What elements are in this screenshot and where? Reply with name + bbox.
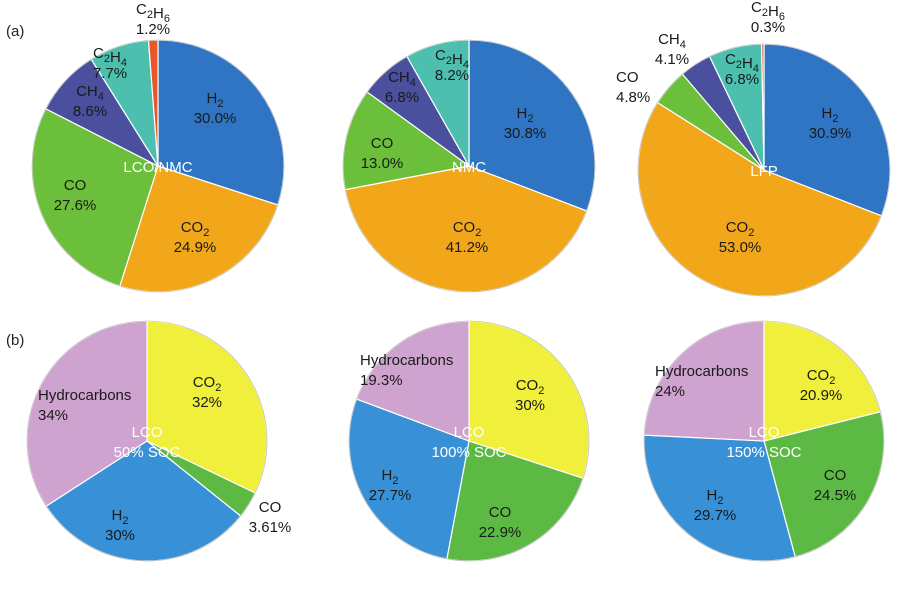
slice-value-label: 30.0% [194, 110, 237, 127]
slice-value-label: 6.8% [385, 89, 419, 106]
slice-value-label: 24.5% [814, 487, 857, 504]
slice-value-label: 53.0% [719, 239, 762, 256]
slice-value-label: 4.8% [616, 89, 650, 106]
slice-value-label: 20.9% [800, 387, 843, 404]
slice-name-label: C2H4 [725, 51, 759, 75]
slice-name-label: H2 [382, 467, 399, 487]
slice-name-label: CH4 [76, 83, 104, 103]
slice-value-label: 7.7% [93, 65, 127, 82]
slice-name-label: C2H6 [136, 1, 170, 25]
slice-name-label: Hydrocarbons [360, 352, 453, 369]
pie-center-label: 100% SOC [431, 444, 506, 461]
pie-center-label: LCO [454, 424, 485, 441]
slice-value-label: 30.8% [504, 125, 547, 142]
slice-value-label: 24% [655, 383, 685, 400]
slice-value-label: 0.3% [751, 19, 785, 36]
slice-name-label: H2 [112, 507, 129, 527]
pie-center-label: 50% SOC [114, 444, 181, 461]
slice-name-label: CO [616, 69, 639, 86]
pie-center-label: LCO [749, 424, 780, 441]
slice-name-label: H2 [822, 105, 839, 125]
pie-center-label: LCO/NMC [123, 159, 192, 176]
pie-slice-hydrocarbons [643, 320, 765, 442]
slice-name-label: CO [259, 499, 282, 516]
slice-name-label: CO [371, 135, 394, 152]
slice-name-label: CH4 [658, 31, 686, 51]
slice-value-label: 19.3% [360, 372, 403, 389]
pie-outline [643, 320, 885, 562]
slice-value-label: 32% [192, 394, 222, 411]
slice-value-label: 3.61% [249, 519, 292, 536]
slice-name-label: CO2 [181, 219, 210, 239]
slice-value-label: 27.7% [369, 487, 412, 504]
slice-value-label: 1.2% [136, 21, 170, 38]
panel-label-b: (b) [6, 332, 24, 349]
pie-outline [348, 320, 590, 562]
slice-value-label: 30% [105, 527, 135, 544]
slice-name-label: H2 [707, 487, 724, 507]
slice-name-label: C2H4 [435, 47, 469, 71]
pie-outline [31, 39, 285, 293]
slice-name-label: CO [489, 504, 512, 521]
slice-name-label: CO [64, 177, 87, 194]
slice-value-label: 22.9% [479, 524, 522, 541]
slice-name-label: H2 [207, 90, 224, 110]
slice-name-label: CO [824, 467, 847, 484]
slice-value-label: 8.6% [73, 103, 107, 120]
slice-value-label: 29.7% [694, 507, 737, 524]
slice-value-label: 24.9% [174, 239, 217, 256]
slice-name-label: CO2 [453, 219, 482, 239]
slice-name-label: C2H4 [93, 45, 127, 69]
slice-value-label: 30.9% [809, 125, 852, 142]
slice-name-label: CH4 [388, 69, 416, 89]
slice-name-label: CO2 [516, 377, 545, 397]
slice-name-label: Hydrocarbons [655, 363, 748, 380]
slice-name-label: CO2 [193, 374, 222, 394]
pie-outline [637, 43, 891, 297]
slice-name-label: C2H6 [751, 0, 785, 23]
slice-value-label: 8.2% [435, 67, 469, 84]
slice-name-label: Hydrocarbons [38, 387, 131, 404]
pie-outline [26, 320, 268, 562]
pie-outline [342, 39, 596, 293]
pie-center-label: 150% SOC [726, 444, 801, 461]
slice-value-label: 4.1% [655, 51, 689, 68]
pie-center-label: LCO [132, 424, 163, 441]
slice-name-label: H2 [517, 105, 534, 125]
slice-value-label: 13.0% [361, 155, 404, 172]
pie-center-label: NMC [452, 159, 486, 176]
slice-value-label: 30% [515, 397, 545, 414]
pie-center-label: LFP [750, 163, 778, 180]
slice-value-label: 27.6% [54, 197, 97, 214]
slice-value-label: 41.2% [446, 239, 489, 256]
slice-name-label: CO2 [726, 219, 755, 239]
panel-label-a: (a) [6, 23, 24, 40]
slice-value-label: 34% [38, 407, 68, 424]
slice-value-label: 6.8% [725, 71, 759, 88]
slice-name-label: CO2 [807, 367, 836, 387]
